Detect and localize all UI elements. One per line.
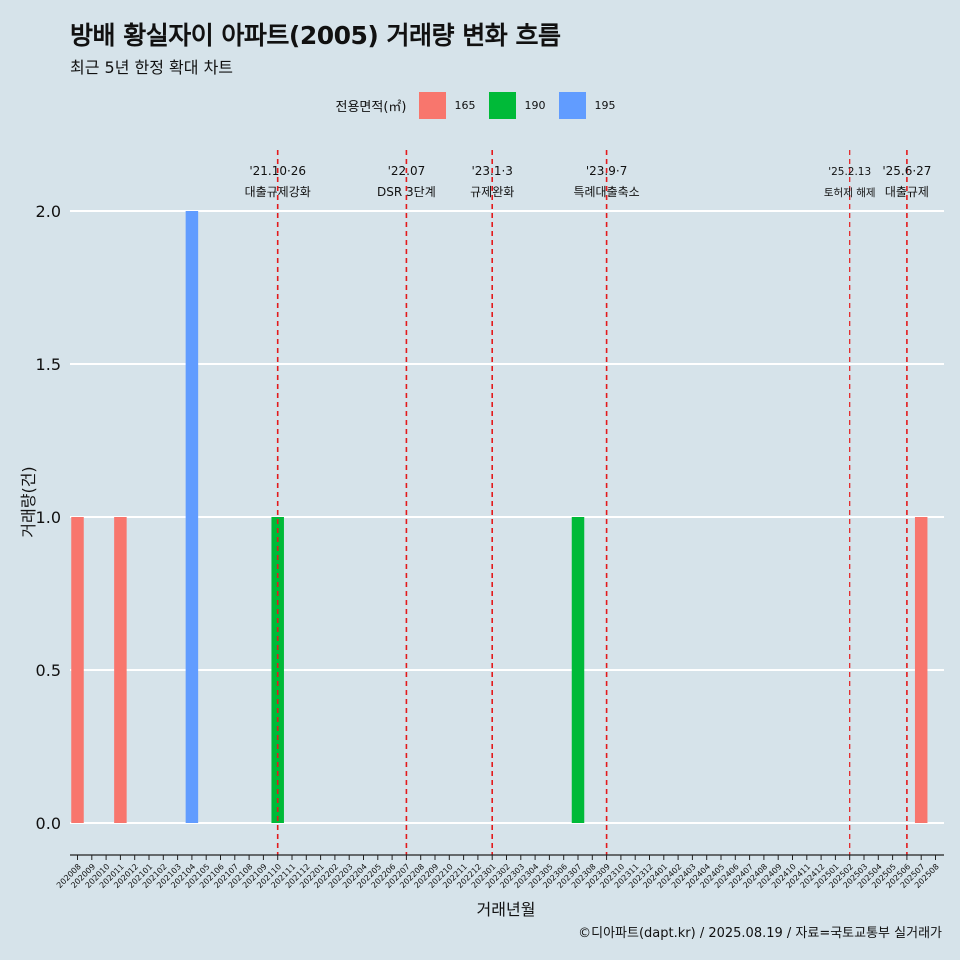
legend-title: 전용면적(㎡)	[335, 100, 407, 115]
legend-swatch-195	[559, 92, 587, 119]
credit-line: ©디아파트(dapt.kr) / 2025.08.19 / 자료=국토교통부 실…	[578, 926, 942, 941]
bar-202104-195	[185, 211, 199, 823]
legend-item-195: 195	[559, 92, 619, 119]
y-tick-label: 1.0	[36, 508, 61, 527]
event-name-label: 특례대출축소	[573, 185, 639, 199]
bar-202011-165	[114, 517, 127, 823]
event-name-label: 토허제 해제	[824, 186, 876, 199]
chart-title: 방배 황실자이 아파트(2005) 거래량 변화 흐름	[70, 21, 561, 50]
event-date-label: '25.2.13	[828, 166, 871, 178]
x-axis-title: 거래년월	[477, 900, 536, 919]
legend-label-165: 165	[454, 99, 476, 112]
legend-item-165: 165	[419, 92, 479, 119]
chart-subtitle: 최근 5년 한정 확대 차트	[70, 58, 234, 77]
event-date-label: '21.10·26	[249, 164, 306, 178]
event-date-label: '22.07	[388, 164, 426, 178]
legend-swatch-165	[419, 92, 447, 119]
event-date-label: '25.6·27	[882, 164, 931, 178]
event-name-label: 규제완화	[470, 185, 514, 199]
bar-202110-190	[271, 517, 284, 823]
event-date-label: '23.1·3	[471, 164, 512, 178]
y-tick-label: 0.0	[36, 814, 61, 833]
y-tick-label: 0.5	[36, 661, 61, 680]
legend-label-190: 190	[524, 99, 546, 112]
event-date-label: '23.9·7	[586, 164, 627, 178]
legend-item-190: 190	[489, 92, 549, 119]
y-tick-label: 2.0	[36, 202, 61, 221]
bar-202307-190	[571, 517, 585, 823]
legend: 전용면적(㎡) 165 190 195	[0, 92, 960, 119]
bar-202008-165	[71, 517, 84, 823]
legend-label-195: 195	[594, 99, 616, 112]
event-name-label: 대출규제강화	[245, 185, 311, 199]
y-axis-title: 거래량(건)	[19, 466, 38, 537]
legend-swatch-190	[489, 92, 517, 119]
event-name-label: DSR 3단계	[377, 185, 436, 199]
bar-202507-165	[914, 517, 928, 823]
event-name-label: 대출규제	[885, 185, 929, 199]
y-tick-label: 1.5	[36, 355, 61, 374]
